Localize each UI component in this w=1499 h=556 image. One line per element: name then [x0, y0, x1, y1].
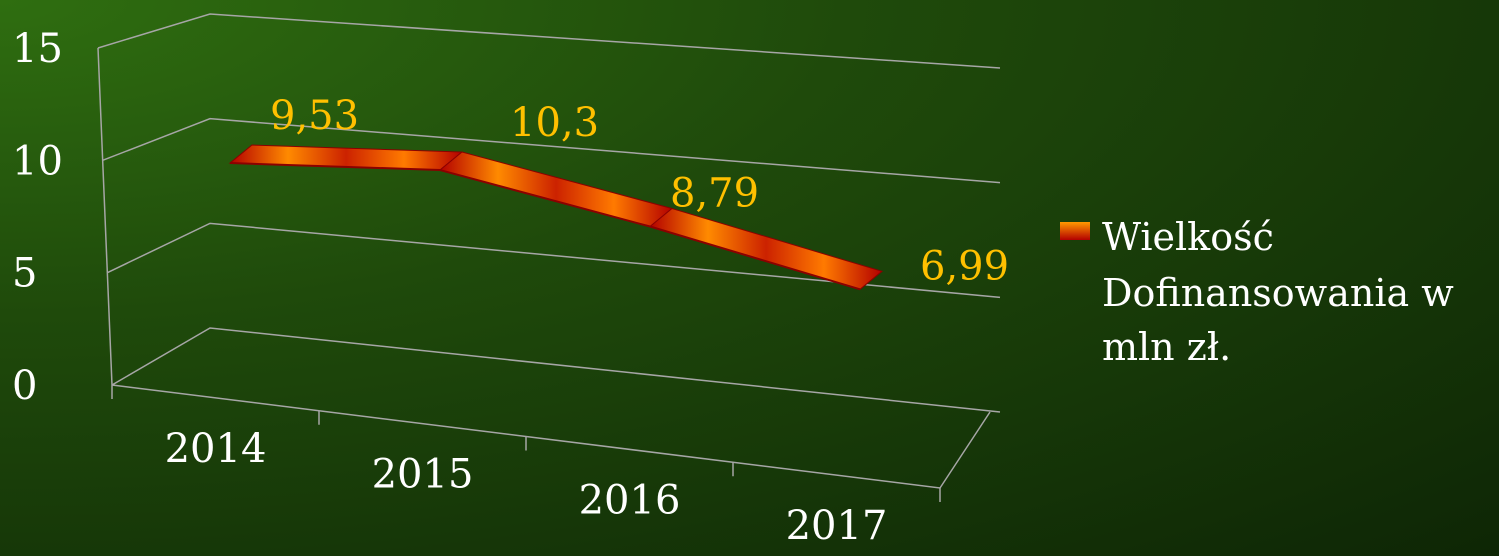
data-label: 8,79	[670, 171, 759, 217]
x-tick-label: 2014	[165, 426, 267, 472]
legend-swatch	[1060, 222, 1090, 240]
ribbon-edge	[229, 162, 441, 172]
legend-line-3: mln zł.	[1102, 325, 1231, 369]
y-tick-label: 5	[12, 251, 37, 297]
ribbon-segment	[438, 151, 674, 228]
gridline	[111, 327, 1001, 413]
y-tick-labels: 0 5 10 15	[12, 26, 63, 409]
legend-line-2: Dofinansowania w	[1102, 271, 1454, 315]
x-tick-label: 2016	[579, 477, 681, 523]
y-tick-label: 0	[12, 363, 37, 409]
data-label: 10,3	[510, 100, 599, 146]
gridlines	[97, 13, 1001, 413]
gridline	[102, 117, 1001, 184]
legend-line-1: Wielkość	[1102, 215, 1274, 259]
series-ribbon	[228, 144, 884, 291]
gridline	[107, 222, 1001, 299]
data-labels: 9,53 10,3 8,79 6,99	[270, 93, 1009, 289]
ribbon-segment	[648, 207, 884, 290]
y-axis-line	[97, 47, 113, 386]
x-tick-label: 2017	[786, 503, 888, 549]
legend: Wielkość Dofinansowania w mln zł.	[1060, 215, 1454, 369]
x-tick-label: 2015	[372, 452, 474, 498]
ribbon-edge	[649, 225, 861, 291]
data-label: 9,53	[270, 93, 359, 139]
data-label: 6,99	[920, 243, 1009, 289]
y-tick-label: 10	[12, 138, 63, 184]
y-tick-label: 15	[12, 26, 63, 72]
ribbon-edge	[439, 169, 651, 228]
gridline	[97, 13, 1001, 69]
x-tick-labels: 2014 2015 2016 2017	[165, 426, 888, 549]
x-tick-marks	[111, 385, 941, 502]
